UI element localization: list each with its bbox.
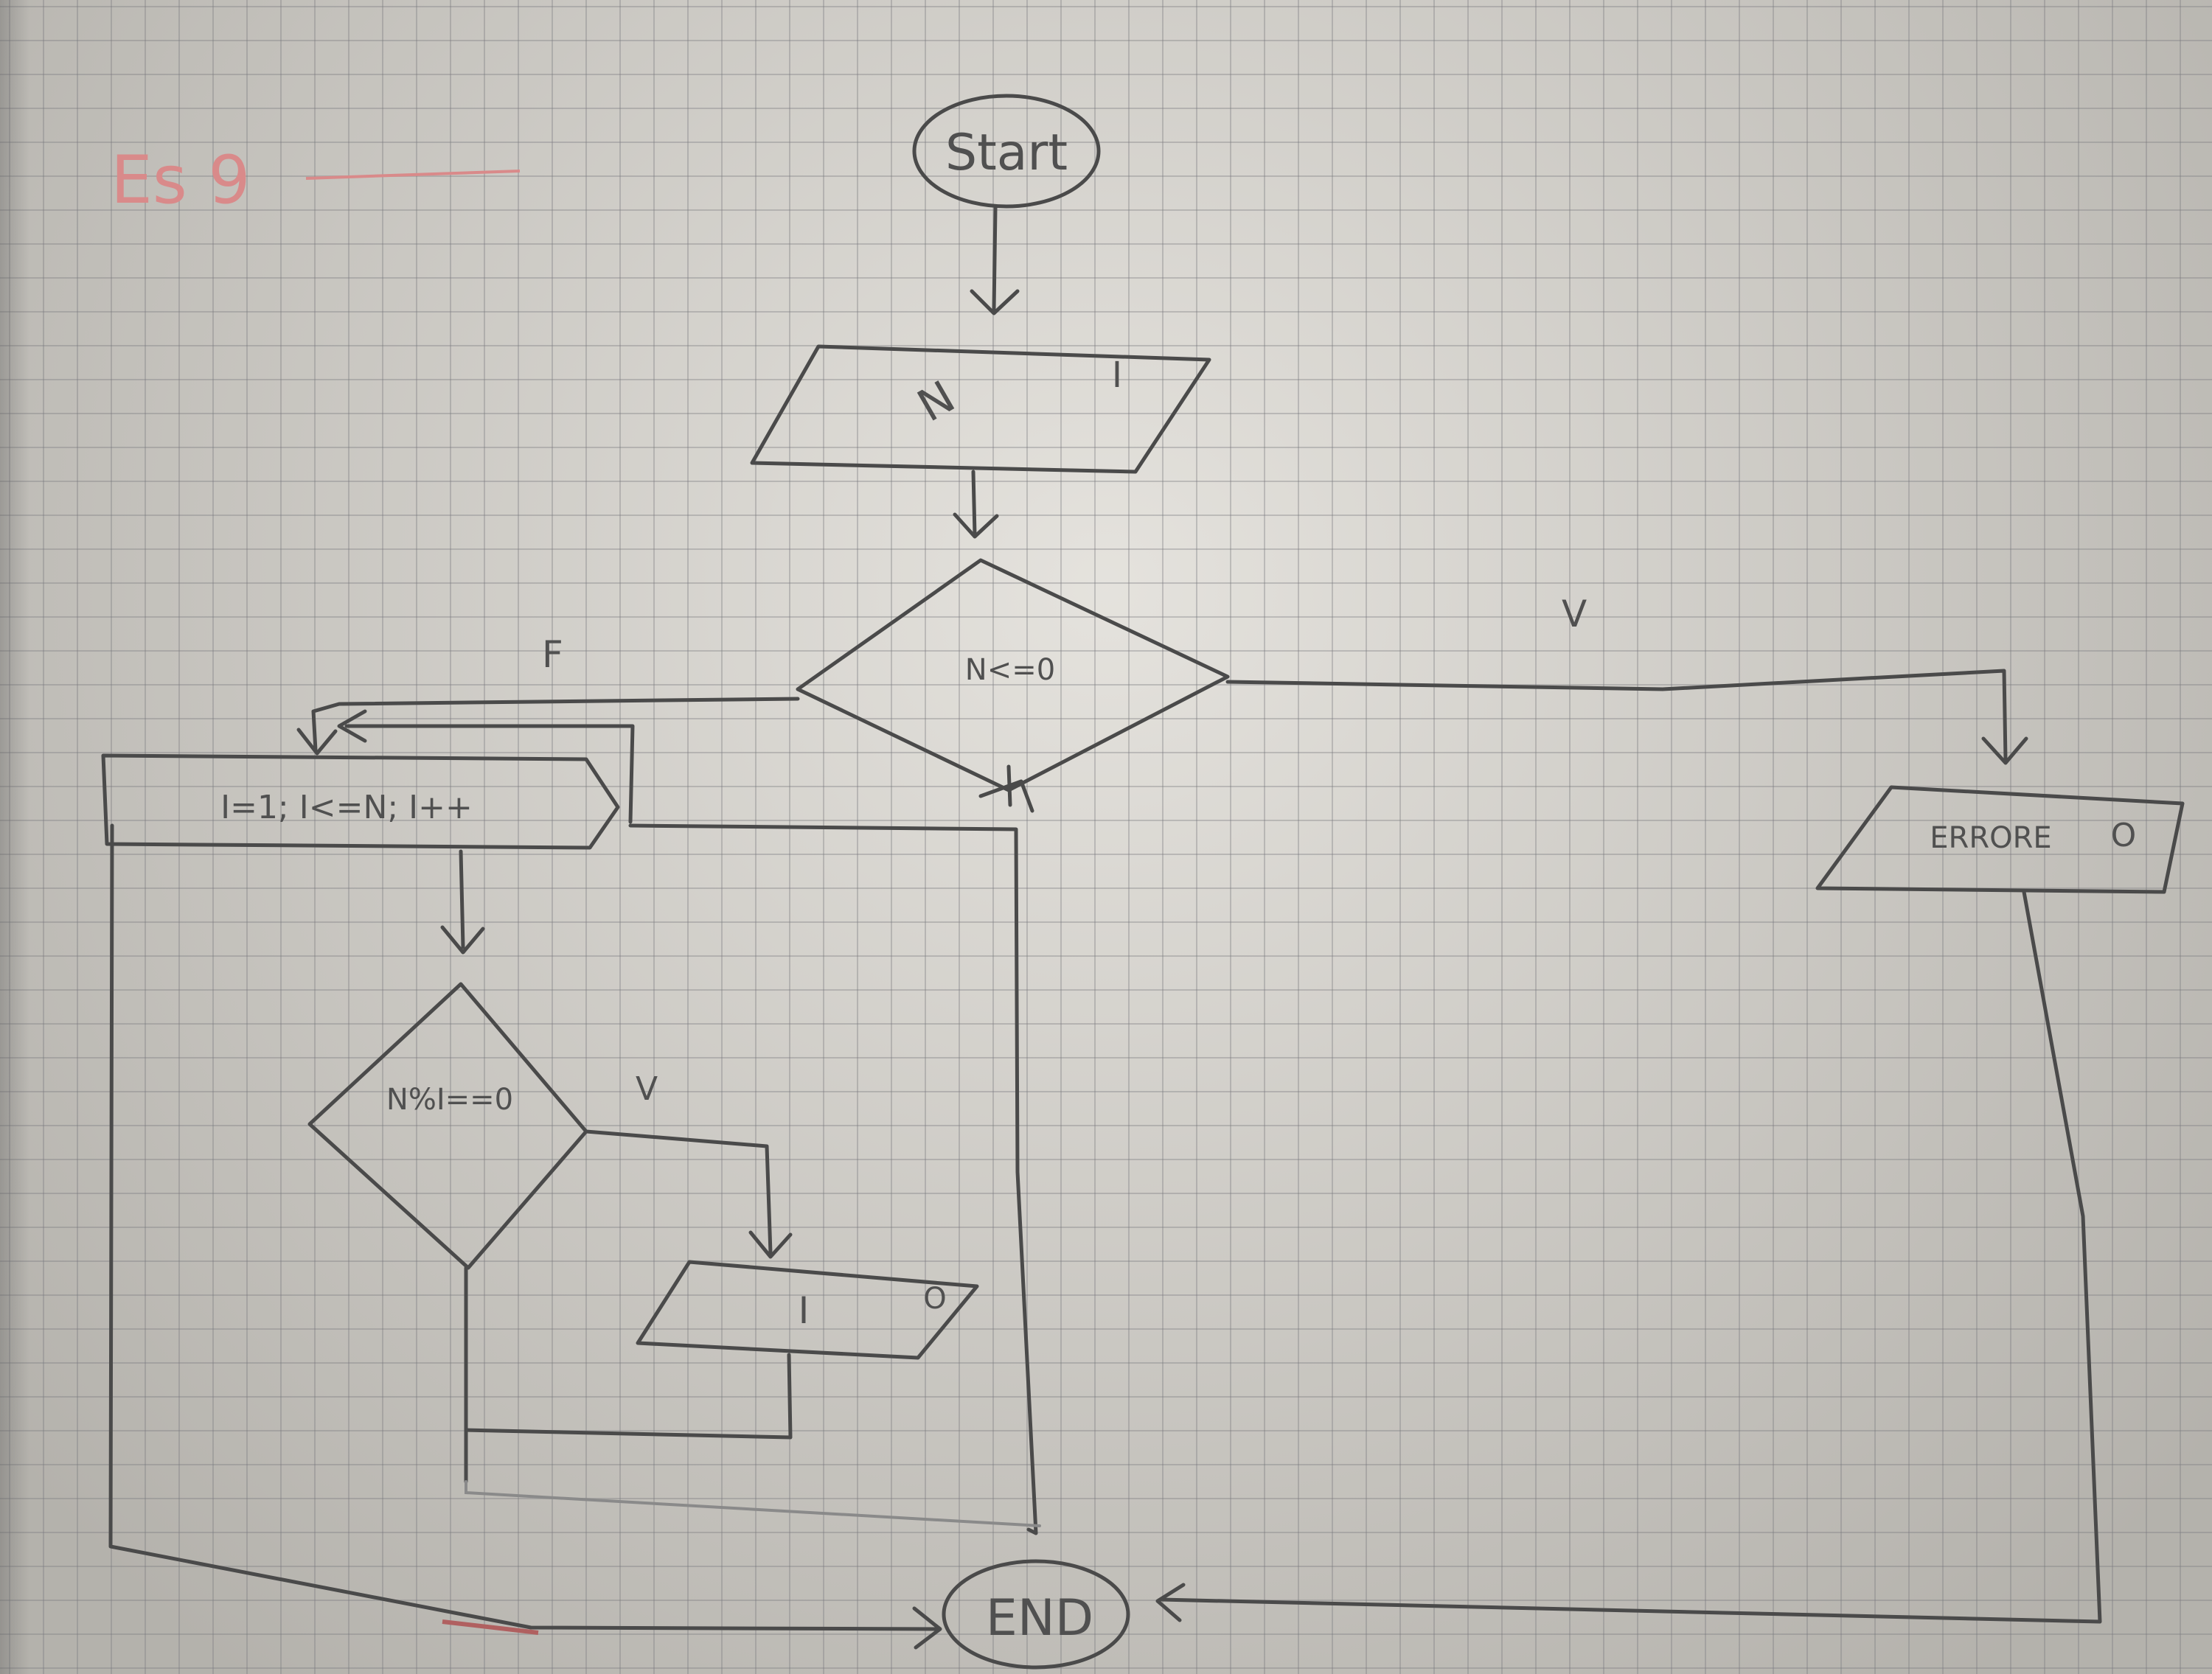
start-node (912, 94, 1101, 209)
decision-n-le-0-label: N<=0 (965, 653, 1055, 687)
arrowhead (440, 925, 485, 955)
input-n-label: N (909, 371, 964, 432)
output-merge-edge (464, 1353, 793, 1440)
arrowhead (953, 512, 999, 539)
label-false-main: F (542, 633, 563, 676)
loop-label: I=1; I<=N; I++ (220, 789, 473, 826)
branch-true-main (1225, 669, 2008, 761)
end-node (942, 1559, 1130, 1670)
loop-outer-edge (108, 823, 939, 1631)
error-node (1815, 785, 2185, 894)
arrowhead (337, 709, 367, 743)
arrow-loop-mod (459, 849, 465, 949)
label-true-mod: V (636, 1070, 658, 1108)
loop-exit-edge (628, 823, 1038, 1535)
input-n-node (750, 344, 1211, 474)
arrowhead (1981, 736, 2028, 765)
notebook-binding-shadow (0, 0, 29, 1674)
output-i-node (636, 1260, 979, 1360)
cross-mark (978, 779, 1034, 813)
output-i-mark: O (923, 1282, 946, 1316)
loop-return-edge (344, 724, 635, 824)
arrow-start-input (992, 206, 998, 312)
error-label: ERRORE (1930, 821, 2051, 855)
decision-mod-label: N%I==0 (386, 1083, 513, 1117)
arrowhead (970, 289, 1020, 315)
arrowhead (748, 1230, 793, 1259)
arrowhead (296, 728, 338, 756)
exercise-title: Es 9 (111, 142, 251, 219)
loop-node (101, 753, 620, 850)
arrowhead (1155, 1583, 1186, 1622)
output-i-label: I (799, 1289, 810, 1332)
error-end-edge (1159, 890, 2102, 1624)
error-mark: O (2111, 817, 2137, 854)
arrowhead (912, 1606, 942, 1650)
faint-merge-line (465, 1480, 1041, 1527)
branch-true-mod (584, 1129, 773, 1255)
title-scribble (305, 170, 521, 180)
arrow-input-decision (971, 470, 977, 537)
branch-false-main (311, 697, 800, 753)
label-true-main: V (1562, 593, 1587, 635)
start-label: Start (945, 124, 1068, 182)
decision-mod (307, 982, 588, 1270)
red-mark (442, 1619, 539, 1635)
end-label: END (986, 1589, 1093, 1647)
input-n-mark: I (1112, 355, 1122, 396)
